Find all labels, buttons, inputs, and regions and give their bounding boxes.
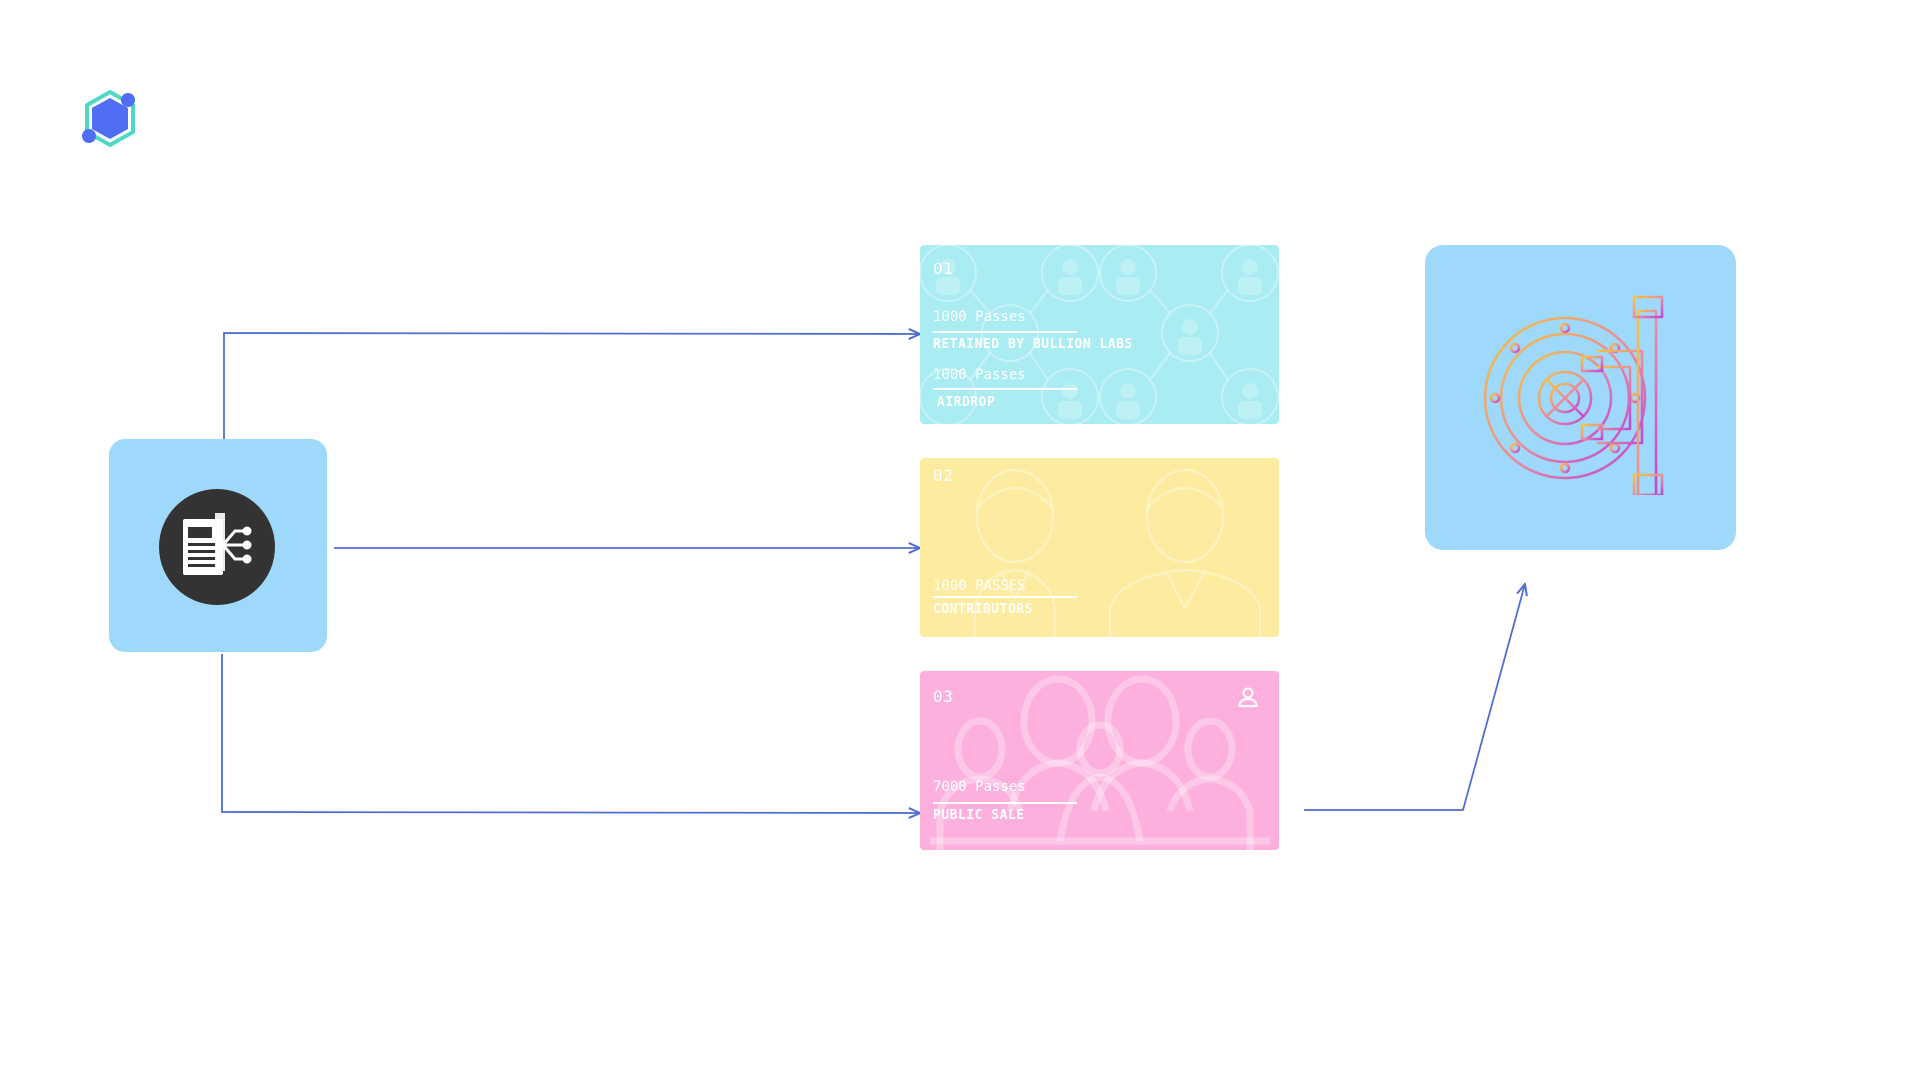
connector-to-card-3 — [221, 654, 920, 813]
vault-node — [1425, 245, 1736, 550]
business-people-icon — [973, 468, 1262, 637]
card-label: RETAINED BY BULLION LABS — [933, 337, 1133, 352]
connector-to-vault — [1304, 584, 1525, 811]
card-divider — [933, 802, 1077, 804]
document-distribution-icon — [159, 489, 275, 605]
vault-door-icon — [1483, 295, 1664, 495]
allocation-card-2: 02 1000 PASSES CONTRIBUTORS — [920, 458, 1279, 637]
card-number: 02 — [933, 466, 954, 485]
hexagon-network-logo-icon — [78, 88, 142, 152]
card-number: 01 — [933, 259, 954, 278]
card-count: 7000 Passes — [933, 779, 1026, 795]
card-label: PUBLIC SALE — [933, 808, 1025, 823]
card-divider — [933, 331, 1077, 333]
card-number: 03 — [933, 687, 954, 706]
card-divider — [933, 596, 1077, 598]
crowd-people-icon — [930, 675, 1270, 850]
source-node — [109, 439, 327, 652]
allocation-card-3: 03 7000 Passes PUBLIC SALE — [920, 671, 1279, 850]
user-icon — [1236, 685, 1260, 709]
card-count: 1000 Passes — [933, 309, 1026, 325]
allocation-card-1: 01 1000 Passes RETAINED BY BULLION LABS … — [920, 245, 1279, 424]
connector-to-card-1 — [223, 333, 920, 439]
card-divider — [933, 388, 1077, 390]
card-count: 1000 PASSES — [933, 578, 1026, 594]
network-people-pattern-icon — [920, 245, 1279, 424]
card-count: 1000 Passes — [933, 367, 1026, 383]
card-label: AIRDROP — [937, 395, 996, 410]
card-label: CONTRIBUTORS — [933, 602, 1033, 617]
